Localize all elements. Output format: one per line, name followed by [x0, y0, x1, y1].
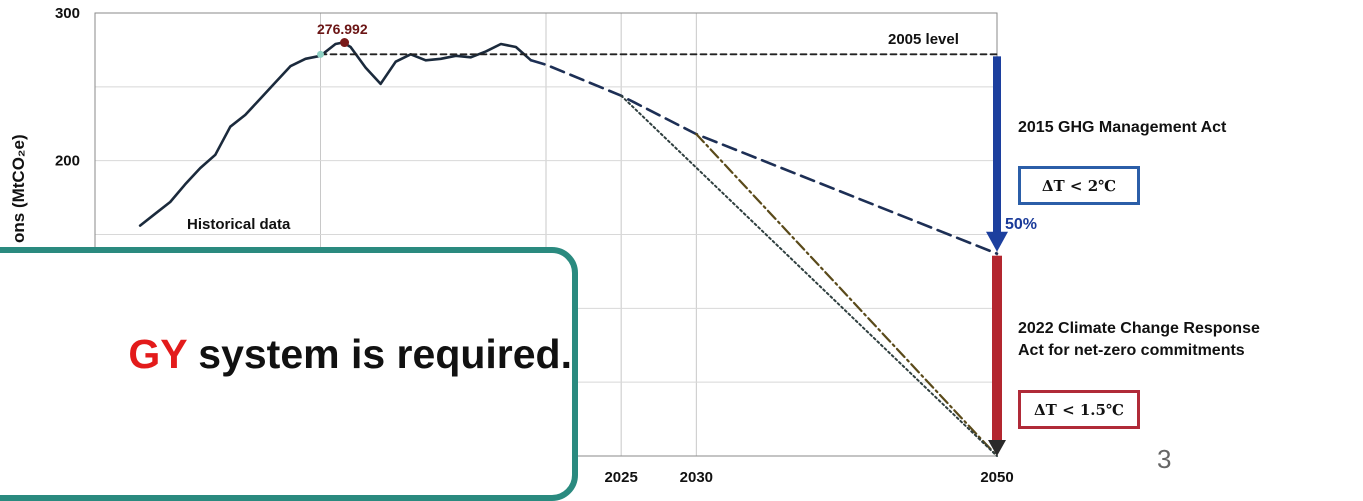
arrow-blue-head — [986, 231, 1008, 252]
peak-marker — [340, 38, 350, 48]
level-2005-label: 2005 level — [888, 31, 959, 48]
series-line-dashed — [529, 59, 999, 255]
delta-15c-box: ΔT < 1.5℃ — [1018, 390, 1140, 429]
series-line-dash-dot — [695, 133, 999, 458]
arrow-blue-shaft — [993, 56, 1001, 234]
y-tick-label: 200 — [55, 153, 80, 170]
arrow-red-head — [988, 440, 1006, 456]
series-layer — [138, 38, 999, 458]
act-2022-label: 2022 Climate Change Response Act for net… — [1018, 318, 1260, 362]
x-tick-label: 2025 — [604, 469, 637, 486]
x-tick-label: 2050 — [980, 469, 1013, 486]
x-tick-label: 2030 — [680, 469, 713, 486]
marker-2005 — [317, 50, 324, 58]
historical-data-label: Historical data — [187, 216, 291, 233]
callout-text: GY system is required. — [0, 331, 572, 378]
peak-value-label: 276.992 — [317, 21, 368, 37]
delta-15c-text: ΔT < 1.5℃ — [1034, 400, 1124, 419]
callout-box — [0, 247, 578, 501]
reduction-50-label: 50% — [1005, 216, 1038, 233]
act-2022-line2: Act for net-zero commitments — [1018, 342, 1245, 359]
callout-rest: system is required. — [186, 331, 572, 377]
series-line-dotted — [620, 94, 998, 457]
act-2022-line1: 2022 Climate Change Response — [1018, 320, 1260, 337]
delta-2c-box: ΔT < 2℃ — [1018, 166, 1140, 205]
y-axis-label: ons (MtCO₂e) — [9, 134, 28, 243]
series-line-solid — [138, 41, 533, 227]
delta-2c-text: ΔT < 2℃ — [1041, 176, 1117, 195]
target-arrows — [986, 56, 1008, 456]
arrow-red-shaft — [992, 255, 1002, 440]
callout-highlight: GY — [128, 331, 187, 377]
act-2015-label: 2015 GHG Management Act — [1018, 119, 1227, 136]
y-tick-label: 300 — [55, 5, 80, 22]
page-number: 3 — [1157, 444, 1172, 474]
